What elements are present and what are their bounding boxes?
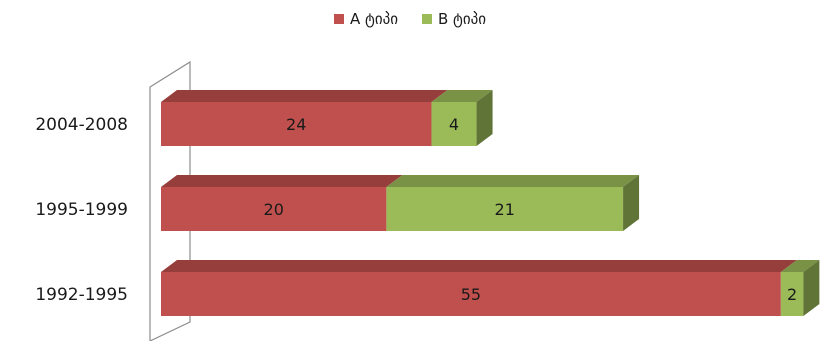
bar-top-1992-1995-1 xyxy=(780,260,820,272)
data-label: 4 xyxy=(449,115,459,134)
bar-side-2004-2008 xyxy=(476,90,493,146)
category-label: 2004-2008 xyxy=(35,115,128,135)
axis-wall xyxy=(149,60,191,341)
bar-top-1995-1999-1 xyxy=(386,175,640,187)
bar-top-2004-2008-1 xyxy=(431,90,493,102)
data-label: 55 xyxy=(461,285,481,304)
legend-item-b: B ტიპი xyxy=(421,10,487,28)
data-label: 20 xyxy=(264,200,284,219)
bar-1995-1999-series-1 xyxy=(386,187,624,231)
data-label: 2 xyxy=(787,285,797,304)
data-label: 24 xyxy=(286,115,306,134)
bar-top-1992-1995-0 xyxy=(161,260,797,272)
bar-top-1995-1999-0 xyxy=(161,175,403,187)
bar-2004-2008-series-1 xyxy=(431,102,477,146)
legend-swatch-a xyxy=(333,14,344,24)
category-label: 1995-1999 xyxy=(35,200,128,220)
legend: A ტიპი B ტიპი xyxy=(0,8,820,30)
bar-side-1995-1999 xyxy=(623,175,640,231)
bar-1992-1995-series-1 xyxy=(780,272,804,316)
bar-2004-2008-series-0 xyxy=(161,102,432,146)
legend-label-b: B ტიპი xyxy=(437,10,487,28)
legend-swatch-b xyxy=(421,14,432,24)
bar-side-1992-1995 xyxy=(803,260,820,316)
category-label: 1992-1995 xyxy=(35,285,128,305)
data-label: 21 xyxy=(495,200,515,219)
legend-label-a: A ტიპი xyxy=(349,10,398,28)
bar-top-2004-2008-0 xyxy=(161,90,448,102)
bar-1992-1995-series-0 xyxy=(161,272,781,316)
bar-1995-1999-series-0 xyxy=(161,187,387,231)
legend-item-a: A ტიპი xyxy=(333,10,398,28)
